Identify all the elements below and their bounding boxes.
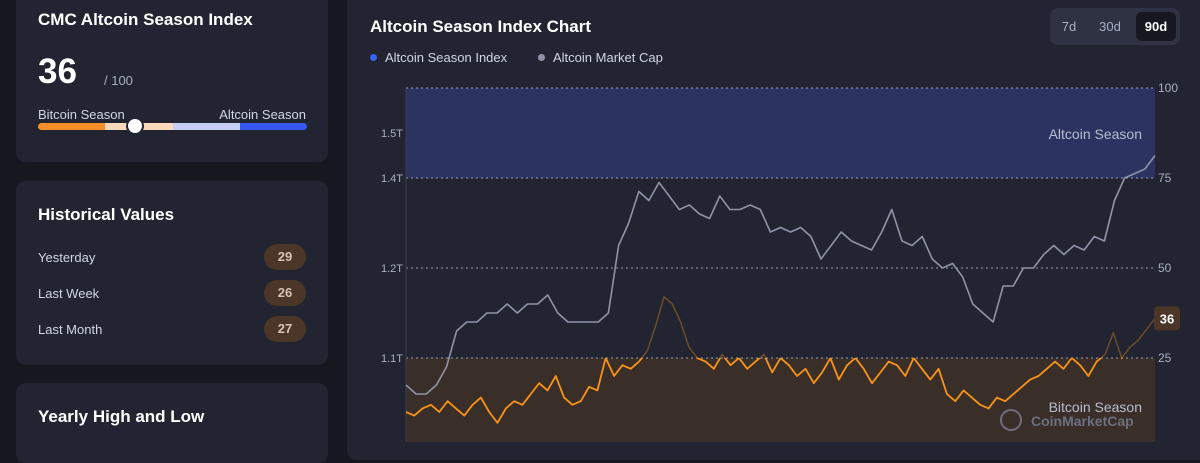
left-axis-tick-label: 1.4T bbox=[381, 173, 403, 185]
legend-dot-index bbox=[370, 54, 377, 61]
historical-row-label: Last Month bbox=[38, 322, 103, 337]
historical-row-badge: 27 bbox=[264, 316, 306, 342]
current-value-label: 36 bbox=[1160, 311, 1174, 326]
left-axis-tick-label: 1.2T bbox=[381, 263, 403, 275]
range-30d-button[interactable]: 30d bbox=[1099, 19, 1121, 34]
coinmarketcap-logo-icon bbox=[1000, 409, 1022, 431]
bitcoin-season-zone-label: Bitcoin Season bbox=[1049, 399, 1142, 415]
historical-values-title: Historical Values bbox=[38, 205, 175, 224]
market-cap-line bbox=[405, 155, 1156, 395]
right-axis-tick-label: 75 bbox=[1158, 171, 1172, 185]
legend-label-index: Altcoin Season Index bbox=[385, 50, 508, 65]
historical-values-card: Historical Values Yesterday 29 Last Week… bbox=[16, 181, 328, 365]
legend-label-market-cap: Altcoin Market Cap bbox=[553, 50, 663, 65]
historical-row-badge: 29 bbox=[264, 244, 306, 270]
right-axis-tick-label: 100 bbox=[1158, 81, 1178, 95]
index-card-title: CMC Altcoin Season Index bbox=[38, 10, 253, 29]
altcoin-season-index-card: CMC Altcoin Season Index 36 / 100 Bitcoi… bbox=[16, 0, 328, 162]
bitcoin-season-zone bbox=[406, 358, 1155, 442]
range-7d-button[interactable]: 7d bbox=[1061, 19, 1077, 34]
legend-item-index: Altcoin Season Index bbox=[370, 50, 507, 65]
index-score-max: / 100 bbox=[104, 73, 133, 88]
right-axis-tick-label: 25 bbox=[1158, 351, 1172, 365]
index-line bbox=[406, 358, 1123, 424]
yearly-high-low-title: Yearly High and Low bbox=[38, 407, 205, 426]
altcoin-season-chart: 1.5T 1.4T 1.2T 1.1T 100 75 50 25 Altcoin Season B… bbox=[381, 81, 1180, 442]
range-90d-button[interactable]: 90d bbox=[1136, 12, 1176, 41]
season-gauge-knob bbox=[127, 119, 142, 133]
altcoin-season-label: Altcoin Season bbox=[219, 107, 306, 122]
index-score: 36 bbox=[38, 52, 77, 91]
legend-item-market-cap: Altcoin Market Cap bbox=[538, 50, 663, 65]
current-value-badge bbox=[1154, 306, 1180, 331]
chart-title: Altcoin Season Index Chart bbox=[370, 17, 592, 36]
bitcoin-season-label: Bitcoin Season bbox=[38, 107, 125, 122]
historical-row-label: Last Week bbox=[38, 286, 100, 301]
time-range-toggle: 7d 30d 90d bbox=[1050, 8, 1180, 45]
left-axis-tick-label: 1.1T bbox=[381, 353, 403, 365]
legend-dot-market-cap bbox=[538, 54, 545, 61]
coinmarketcap-watermark: CoinMarketCap bbox=[1031, 413, 1134, 429]
altcoin-season-zone-label: Altcoin Season bbox=[1049, 126, 1142, 142]
left-axis-tick-label: 1.5T bbox=[381, 128, 403, 140]
historical-row-badge: 26 bbox=[264, 280, 306, 306]
historical-row-label: Yesterday bbox=[38, 250, 96, 265]
right-axis-tick-label: 50 bbox=[1158, 261, 1172, 275]
altcoin-season-zone bbox=[406, 88, 1155, 178]
